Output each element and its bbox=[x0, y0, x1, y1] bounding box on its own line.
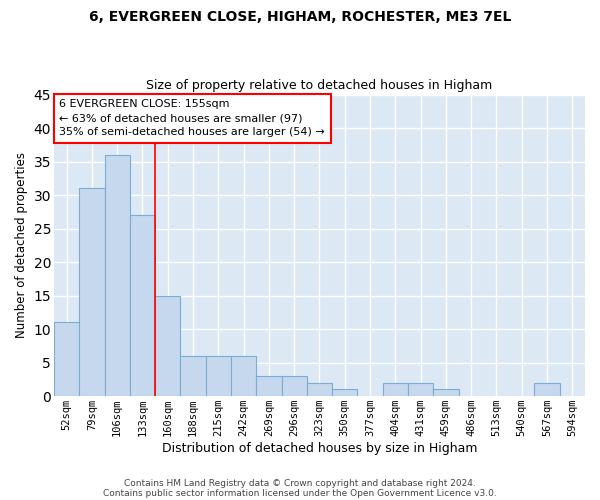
Bar bbox=[206, 356, 231, 396]
Bar bbox=[181, 356, 206, 396]
Bar bbox=[281, 376, 307, 396]
Text: 6, EVERGREEN CLOSE, HIGHAM, ROCHESTER, ME3 7EL: 6, EVERGREEN CLOSE, HIGHAM, ROCHESTER, M… bbox=[89, 10, 511, 24]
Bar bbox=[307, 383, 332, 396]
Bar bbox=[535, 383, 560, 396]
Bar bbox=[130, 215, 155, 396]
Bar bbox=[332, 390, 358, 396]
Bar bbox=[433, 390, 458, 396]
Bar bbox=[79, 188, 104, 396]
Title: Size of property relative to detached houses in Higham: Size of property relative to detached ho… bbox=[146, 79, 493, 92]
Text: Contains public sector information licensed under the Open Government Licence v3: Contains public sector information licen… bbox=[103, 488, 497, 498]
Bar bbox=[231, 356, 256, 396]
Bar bbox=[54, 322, 79, 396]
Bar bbox=[256, 376, 281, 396]
Bar bbox=[383, 383, 408, 396]
Bar bbox=[408, 383, 433, 396]
Bar bbox=[155, 296, 181, 396]
Text: Contains HM Land Registry data © Crown copyright and database right 2024.: Contains HM Land Registry data © Crown c… bbox=[124, 478, 476, 488]
Bar bbox=[104, 155, 130, 396]
Y-axis label: Number of detached properties: Number of detached properties bbox=[15, 152, 28, 338]
Text: 6 EVERGREEN CLOSE: 155sqm
← 63% of detached houses are smaller (97)
35% of semi-: 6 EVERGREEN CLOSE: 155sqm ← 63% of detac… bbox=[59, 99, 325, 137]
X-axis label: Distribution of detached houses by size in Higham: Distribution of detached houses by size … bbox=[162, 442, 477, 455]
